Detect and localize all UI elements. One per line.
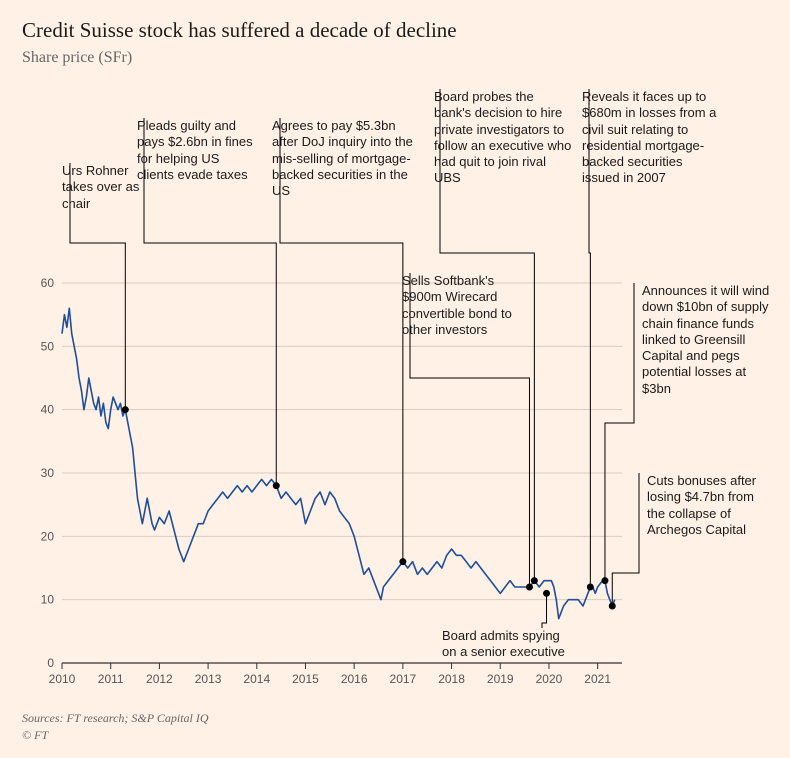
chart-subtitle: Share price (SFr) (22, 49, 768, 67)
svg-text:2013: 2013 (195, 672, 222, 686)
svg-text:20: 20 (41, 529, 55, 543)
svg-text:2010: 2010 (49, 672, 76, 686)
svg-text:2017: 2017 (390, 672, 417, 686)
copyright-line: © FT (22, 727, 209, 744)
svg-text:2019: 2019 (487, 672, 514, 686)
source-line: Sources: FT research; S&P Capital IQ (22, 710, 209, 727)
svg-text:2015: 2015 (292, 672, 319, 686)
annotation-a6: Board admits spying on a senior executiv… (442, 628, 577, 661)
svg-text:2021: 2021 (584, 672, 611, 686)
annotation-a8: Announces it will wind down $10bn of sup… (642, 283, 772, 397)
svg-text:2012: 2012 (146, 672, 173, 686)
svg-text:60: 60 (41, 276, 55, 290)
svg-text:2011: 2011 (98, 672, 124, 686)
svg-text:2014: 2014 (243, 672, 270, 686)
svg-text:40: 40 (41, 403, 55, 417)
annotation-a2: Pleads guilty and pays $2.6bn in fines f… (137, 118, 257, 183)
annotation-a5: Board probes the bank's decision to hire… (434, 89, 574, 187)
annotation-a4: Sells Softbank's $900m Wirecard converti… (402, 273, 532, 338)
annotation-a9: Cuts bonuses after losing $4.7bn from th… (647, 473, 767, 538)
svg-text:30: 30 (41, 466, 55, 480)
svg-text:2018: 2018 (438, 672, 465, 686)
svg-text:10: 10 (41, 593, 55, 607)
svg-text:50: 50 (41, 339, 55, 353)
svg-text:2016: 2016 (341, 672, 368, 686)
chart-title: Credit Suisse stock has suffered a decad… (22, 18, 768, 43)
chart-footer: Sources: FT research; S&P Capital IQ © F… (22, 710, 209, 744)
annotation-a7: Reveals it faces up to $680m in losses f… (582, 89, 722, 187)
svg-text:2020: 2020 (536, 672, 563, 686)
chart-area: 0 10 20 30 40 50 60 2010 2011 2012 2013 2014 2015 201… (22, 73, 768, 693)
annotation-a3: Agrees to pay $5.3bn after DoJ inquiry i… (272, 118, 422, 199)
svg-text:0: 0 (47, 656, 54, 670)
